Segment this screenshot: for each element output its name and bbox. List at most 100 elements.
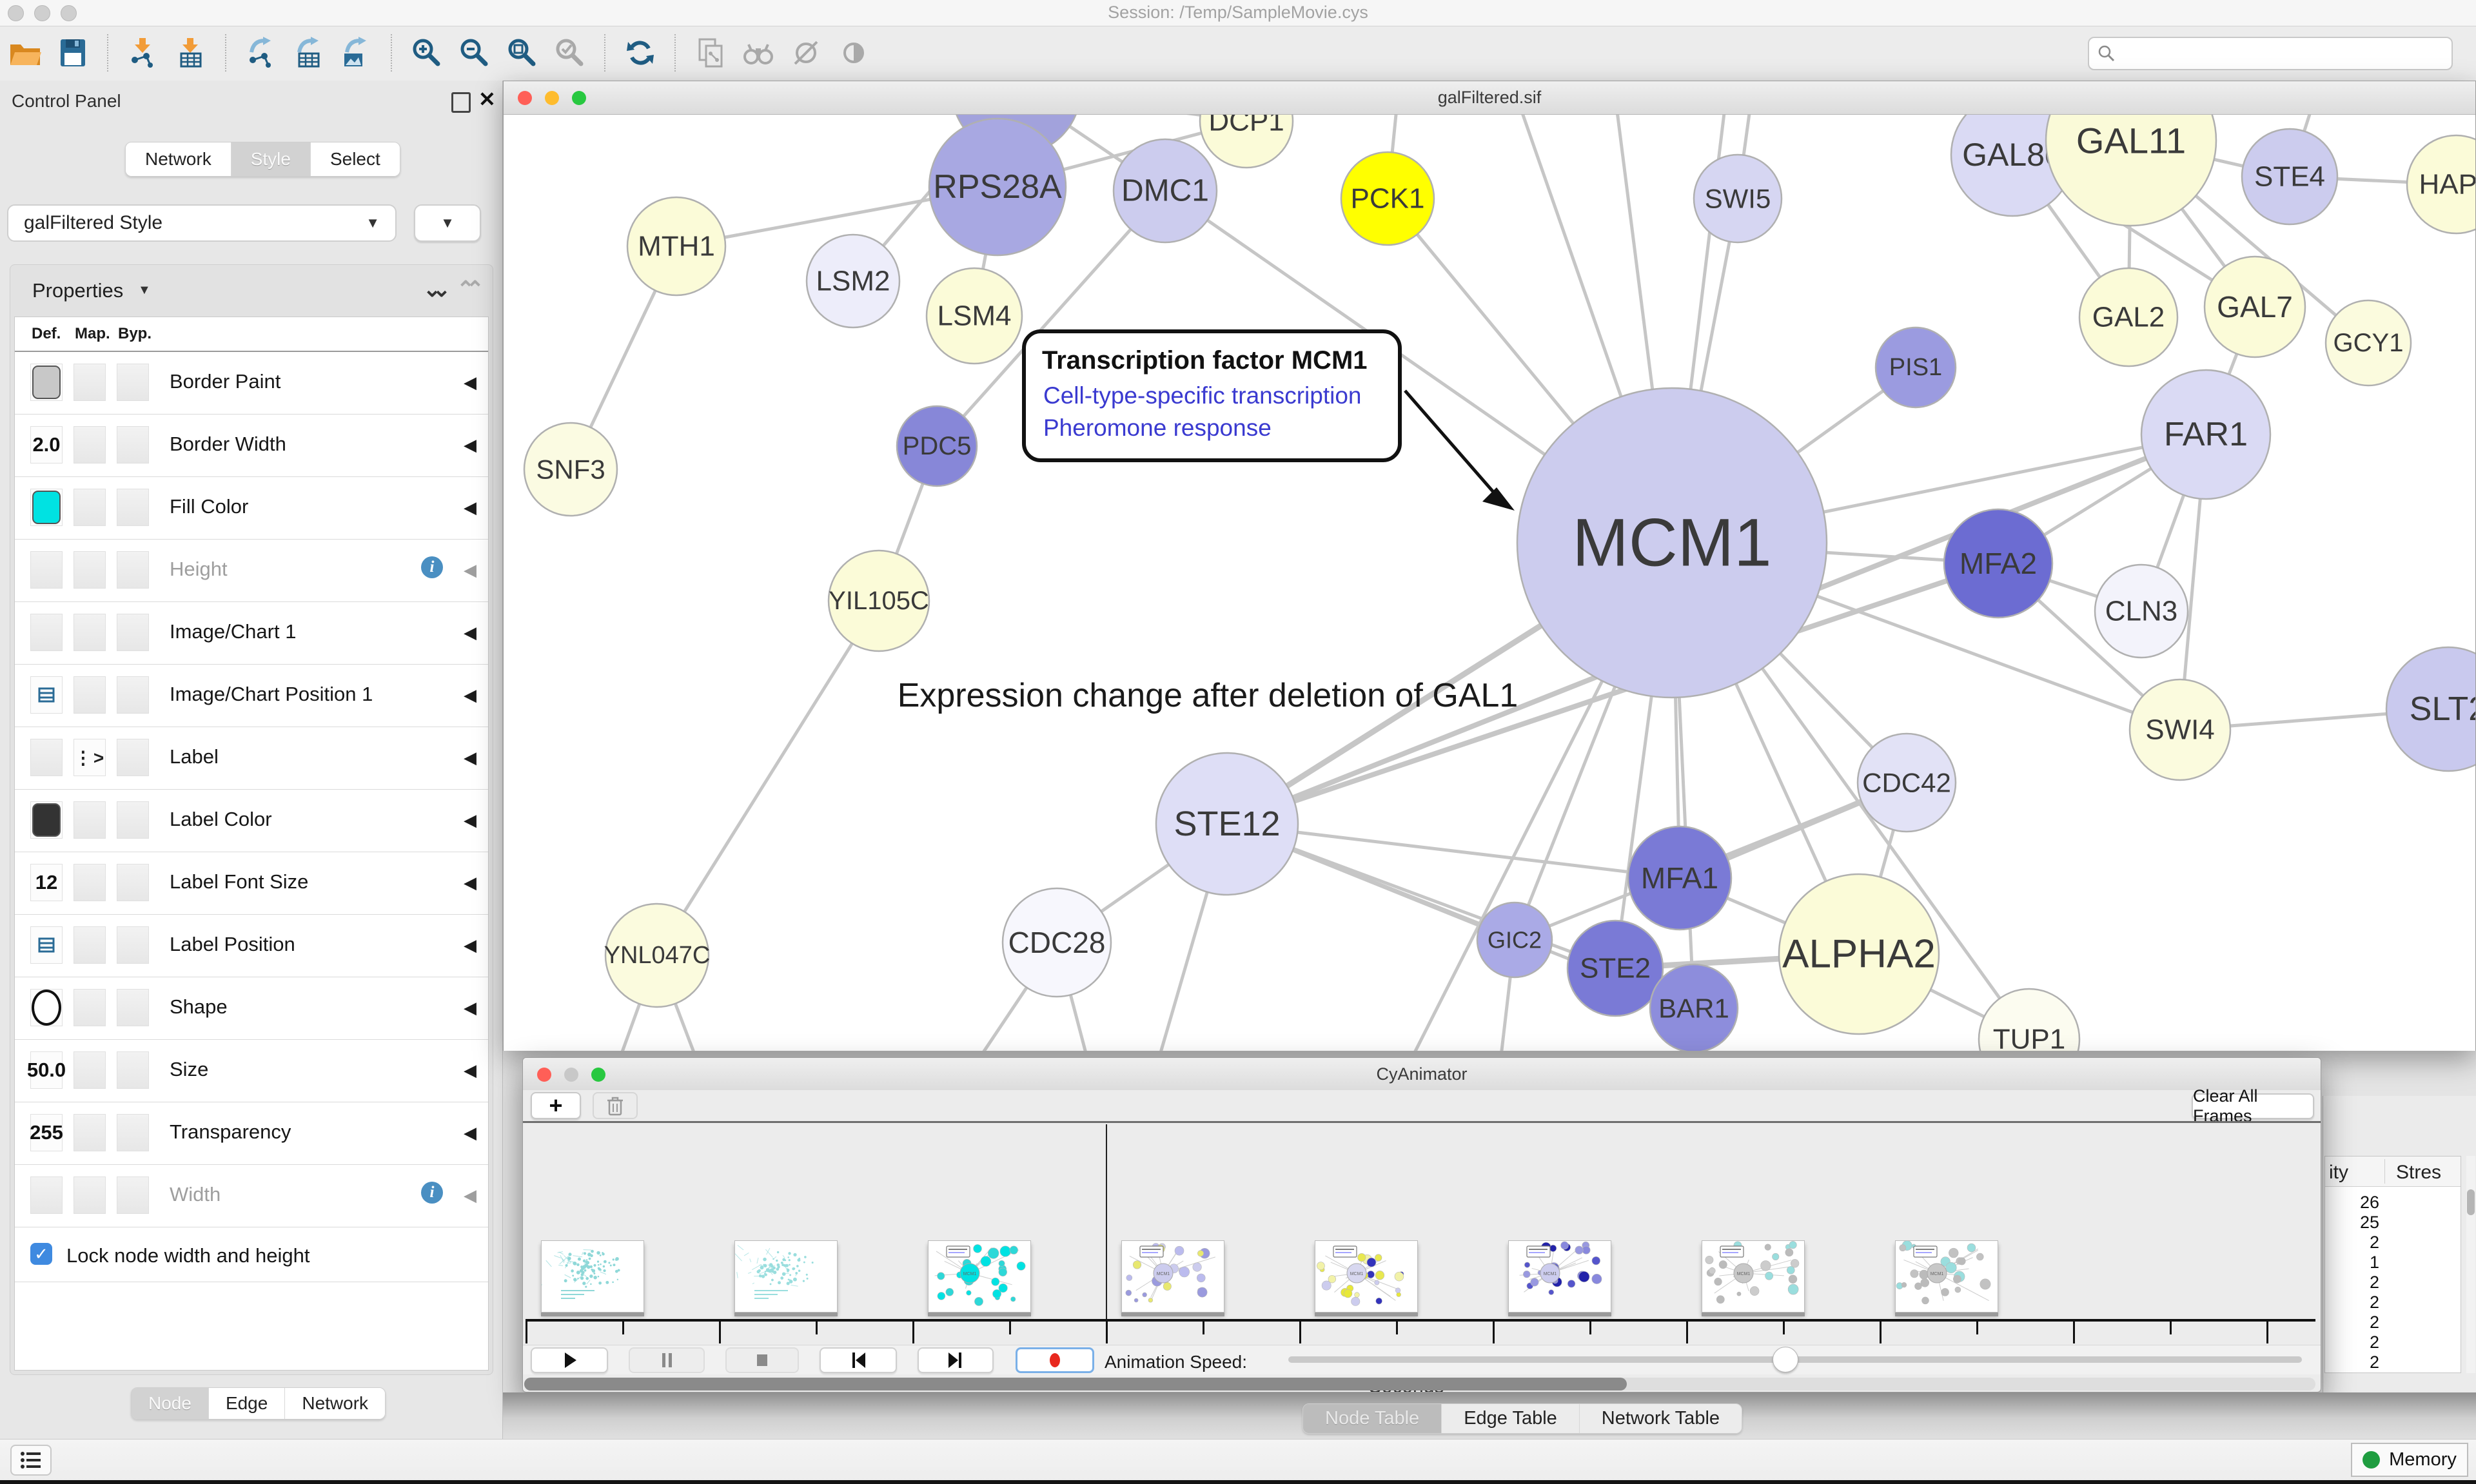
import-network-icon[interactable] (124, 34, 162, 72)
table-cell[interactable]: 2 (2369, 1273, 2379, 1292)
property-row-height[interactable]: Height i ◀ (15, 540, 488, 602)
property-cell[interactable] (30, 551, 63, 589)
table-scrollbar[interactable] (2466, 1156, 2475, 1373)
clear-all-frames-button[interactable]: Clear All Frames (2192, 1086, 2314, 1126)
expand-property-icon[interactable]: ◀ (464, 623, 477, 642)
network-window-titlebar[interactable]: galFiltered.sif (504, 81, 2475, 115)
table-cell[interactable]: 2 (2369, 1293, 2379, 1312)
property-cell[interactable] (74, 1051, 106, 1089)
property-cell[interactable] (30, 1176, 63, 1214)
property-cell[interactable]: 12 (30, 864, 63, 901)
node-MCM1[interactable] (1516, 387, 1828, 699)
property-cell[interactable] (117, 739, 149, 776)
pause-button[interactable] (629, 1347, 705, 1373)
expand-property-icon[interactable]: ◀ (464, 935, 477, 955)
node-CLN3[interactable] (2094, 563, 2189, 659)
property-cell[interactable] (117, 1114, 149, 1151)
tab-network-scope[interactable]: Network (285, 1388, 386, 1419)
position-icon[interactable] (30, 676, 63, 714)
float-panel-icon[interactable] (451, 92, 471, 113)
zoom-selected-icon[interactable] (551, 34, 589, 72)
record-button[interactable] (1016, 1347, 1094, 1373)
property-cell[interactable] (74, 989, 106, 1026)
property-cell[interactable] (117, 364, 149, 401)
annotation-box[interactable] (1022, 329, 1402, 462)
property-row-label-color[interactable]: Label Color ◀ (15, 790, 488, 852)
node-MTH1[interactable] (626, 196, 727, 297)
frame-thumbnail-7[interactable]: MCM1 (1702, 1240, 1805, 1316)
node-ALPHA2[interactable] (1778, 873, 1940, 1035)
node-DMC1[interactable] (1112, 138, 1218, 244)
property-row-fill-color[interactable]: Fill Color ◀ (15, 477, 488, 540)
property-row-label[interactable]: ⋮> Label ◀ (15, 727, 488, 790)
frame-thumbnail-2[interactable] (734, 1240, 838, 1316)
lock-dimensions-checkbox[interactable]: ✓ (30, 1243, 52, 1265)
expand-property-icon[interactable]: ◀ (464, 685, 477, 705)
expand-property-icon[interactable]: ◀ (464, 1186, 477, 1205)
node-SNF3[interactable] (523, 422, 618, 517)
property-cell[interactable] (117, 1176, 149, 1214)
expand-property-icon[interactable]: ◀ (464, 998, 477, 1017)
property-cell[interactable] (30, 364, 63, 401)
skip-forward-button[interactable] (918, 1347, 994, 1373)
annotation-link[interactable]: Pheromone response (1043, 415, 1272, 441)
expand-property-icon[interactable]: ◀ (464, 1060, 477, 1080)
show-icon[interactable] (835, 34, 872, 72)
property-cell[interactable] (117, 989, 149, 1026)
node-HAP4[interactable] (2406, 134, 2475, 235)
property-cell[interactable] (74, 364, 106, 401)
property-cell[interactable] (74, 1114, 106, 1151)
node-CDC28[interactable] (1001, 887, 1112, 998)
add-frame-button[interactable]: + (531, 1092, 581, 1119)
expand-all-icon[interactable]: ⌄⌄ (423, 277, 451, 302)
tab-edge[interactable]: Edge (208, 1388, 286, 1419)
property-cell[interactable] (30, 739, 63, 776)
property-cell[interactable] (74, 926, 106, 964)
export-network-icon[interactable] (242, 34, 280, 72)
position-icon[interactable] (30, 926, 63, 964)
property-row-image-chart-position-1[interactable]: Image/Chart Position 1 ◀ (15, 665, 488, 727)
property-row-image-chart-1[interactable]: Image/Chart 1 ◀ (15, 602, 488, 665)
property-row-transparency[interactable]: 255 Transparency ◀ (15, 1102, 488, 1165)
node-GIC2[interactable] (1476, 901, 1553, 979)
property-row-label-font-size[interactable]: 12 Label Font Size ◀ (15, 852, 488, 915)
node-PDC5[interactable] (896, 405, 978, 487)
property-cell[interactable] (30, 489, 63, 526)
table-cell[interactable]: 2 (2369, 1333, 2379, 1352)
close-icon[interactable] (518, 91, 532, 105)
property-cell[interactable] (30, 614, 63, 651)
node-SWI5[interactable] (1693, 153, 1783, 244)
property-cell[interactable] (74, 864, 106, 901)
search-input[interactable] (2116, 43, 2451, 64)
expand-property-icon[interactable]: ◀ (464, 498, 477, 517)
node-SWI4[interactable] (2128, 678, 2232, 781)
property-row-size[interactable]: 50.0 Size ◀ (15, 1040, 488, 1102)
tab-network-table[interactable]: Network Table (1579, 1404, 1742, 1433)
expand-property-icon[interactable]: ◀ (464, 810, 477, 830)
duplicate-icon[interactable] (692, 34, 729, 72)
property-cell[interactable]: 50.0 (27, 1051, 66, 1089)
table-cell[interactable]: 26 (2359, 1193, 2379, 1212)
expand-property-icon[interactable]: ◀ (464, 873, 477, 892)
window-controls[interactable] (8, 5, 77, 21)
property-cell[interactable] (117, 801, 149, 839)
minimize-icon[interactable] (564, 1068, 578, 1082)
node-YIL105C[interactable] (827, 549, 930, 652)
task-history-button[interactable] (10, 1445, 52, 1476)
tab-node[interactable]: Node (132, 1388, 209, 1419)
zoom-out-icon[interactable] (456, 34, 493, 72)
expand-property-icon[interactable]: ◀ (464, 748, 477, 767)
close-window-icon[interactable] (8, 5, 24, 21)
zoom-fit-icon[interactable] (504, 34, 541, 72)
property-cell[interactable] (74, 489, 106, 526)
column-header[interactable]: Stres (2396, 1162, 2442, 1183)
node-GAL7[interactable] (2203, 255, 2306, 358)
close-icon[interactable] (537, 1068, 551, 1082)
stop-button[interactable] (725, 1347, 799, 1373)
frame-thumbnail-6[interactable]: MCM1 (1508, 1240, 1611, 1316)
open-folder-icon[interactable] (6, 34, 44, 72)
export-table-icon[interactable] (290, 34, 328, 72)
tab-node-table[interactable]: Node Table (1303, 1404, 1442, 1433)
property-cell[interactable] (117, 926, 149, 964)
node-FAR1[interactable] (2140, 369, 2272, 500)
